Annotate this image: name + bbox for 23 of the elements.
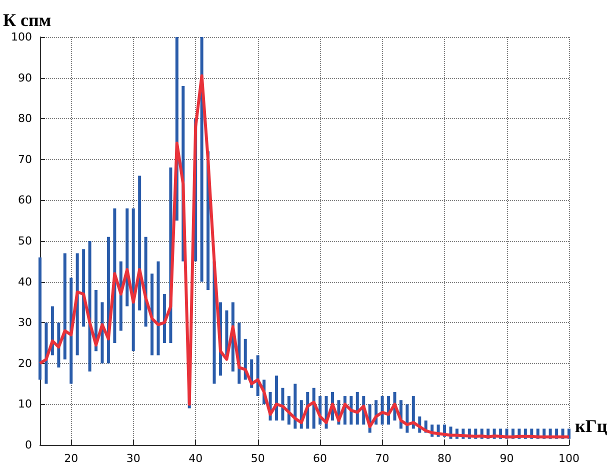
x-tick-label: 30 bbox=[126, 452, 140, 465]
x-tick-label: 40 bbox=[188, 452, 203, 465]
y-tick-label: 40 bbox=[18, 275, 32, 288]
x-tick-label: 50 bbox=[250, 452, 265, 465]
y-tick-label: 60 bbox=[18, 194, 32, 207]
y-tick-label: 30 bbox=[18, 316, 32, 330]
y-tick-label: 90 bbox=[18, 71, 32, 84]
y-axis-title: К спм bbox=[3, 10, 52, 30]
x-tick-label: 80 bbox=[438, 452, 452, 465]
x-tick-label: 60 bbox=[313, 452, 328, 465]
x-axis-title: кГц bbox=[575, 416, 608, 436]
y-tick-label: 80 bbox=[18, 112, 32, 126]
line-series bbox=[38, 74, 570, 438]
x-tick-label: 20 bbox=[64, 452, 78, 465]
y-tick-label: 50 bbox=[18, 234, 32, 248]
y-tick-label: 100 bbox=[11, 30, 32, 44]
y-tick-label: 70 bbox=[18, 152, 32, 166]
x-tick-label: 90 bbox=[500, 452, 514, 465]
x-tick-label: 70 bbox=[375, 452, 390, 465]
y-tick-label: 0 bbox=[25, 438, 32, 452]
y-tick-label: 20 bbox=[18, 356, 32, 370]
y-tick-label: 10 bbox=[18, 398, 32, 411]
x-tick-label: 100 bbox=[558, 452, 580, 465]
